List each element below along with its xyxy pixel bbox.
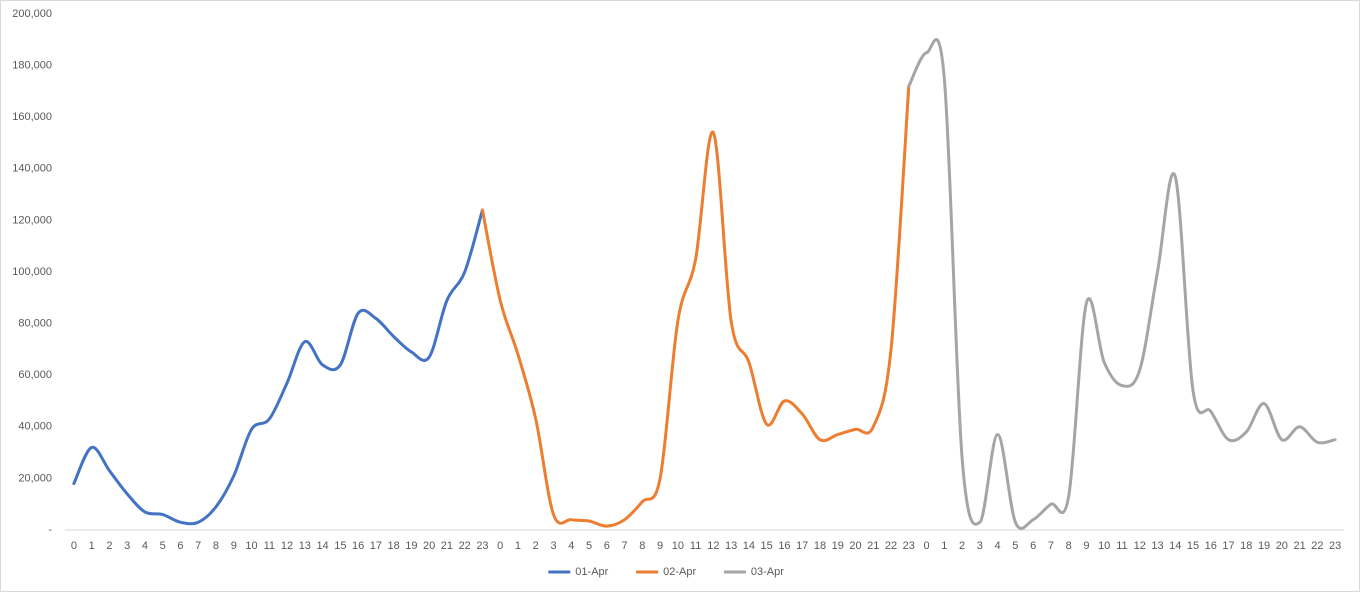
x-tick-label: 21 (1293, 540, 1305, 552)
x-tick-label: 0 (497, 540, 503, 552)
y-tick-label: 200,000 (12, 8, 52, 20)
x-tick-label: 19 (832, 540, 844, 552)
x-tick-label: 2 (533, 540, 539, 552)
x-tick-label: 23 (476, 540, 488, 552)
x-tick-label: 16 (778, 540, 790, 552)
x-tick-label: 19 (1258, 540, 1270, 552)
x-tick-label: 19 (405, 540, 417, 552)
x-tick-label: 18 (814, 540, 826, 552)
x-tick-label: 1 (941, 540, 947, 552)
x-tick-label: 20 (849, 540, 861, 552)
x-tick-label: 7 (195, 540, 201, 552)
x-tick-label: 4 (568, 540, 574, 552)
x-tick-label: 1 (89, 540, 95, 552)
x-tick-label: 7 (622, 540, 628, 552)
x-tick-label: 9 (1083, 540, 1089, 552)
x-tick-label: 5 (586, 540, 592, 552)
x-tick-label: 3 (124, 540, 130, 552)
series-line (907, 38, 1337, 530)
y-tick-label: 140,000 (12, 163, 52, 175)
x-tick-label: 11 (264, 540, 275, 552)
x-tick-label: 21 (441, 540, 453, 552)
x-tick-label: 21 (867, 540, 879, 552)
x-tick-label: 22 (1311, 540, 1323, 552)
series-line (480, 84, 911, 528)
y-tick-label: 180,000 (12, 60, 52, 72)
x-tick-label: 17 (370, 540, 382, 552)
x-tick-label: 11 (690, 540, 701, 552)
y-tick-label: 160,000 (12, 111, 52, 123)
x-tick-label: 5 (1012, 540, 1018, 552)
x-tick-label: 12 (1134, 540, 1146, 552)
x-tick-label: 14 (743, 540, 755, 552)
x-tick-label: 13 (725, 540, 737, 552)
x-tick-label: 2 (959, 540, 965, 552)
x-tick-label: 20 (1276, 540, 1288, 552)
x-tick-label: 6 (1030, 540, 1036, 552)
x-tick-label: 7 (1048, 540, 1054, 552)
x-tick-label: 11 (1116, 540, 1127, 552)
x-tick-label: 3 (550, 540, 556, 552)
x-tick-label: 4 (995, 540, 1001, 552)
y-tick-label: 80,000 (18, 318, 52, 330)
y-tick-label: 40,000 (18, 421, 52, 433)
x-tick-label: 14 (1169, 540, 1181, 552)
x-tick-label: 10 (672, 540, 684, 552)
x-tick-label: 18 (388, 540, 400, 552)
x-tick-label: 10 (1098, 540, 1110, 552)
x-tick-label: 5 (160, 540, 166, 552)
x-tick-label: 16 (1205, 540, 1217, 552)
x-tick-label: 23 (1329, 540, 1341, 552)
legend-label: 01-Apr (575, 566, 608, 578)
legend-label: 02-Apr (663, 566, 696, 578)
y-tick-label: - (48, 524, 52, 536)
x-tick-label: 17 (796, 540, 808, 552)
x-tick-label: 1 (515, 540, 521, 552)
legend-label: 03-Apr (751, 566, 784, 578)
x-tick-label: 23 (903, 540, 915, 552)
x-tick-label: 8 (213, 540, 219, 552)
x-tick-label: 10 (245, 540, 257, 552)
y-tick-label: 60,000 (18, 369, 52, 381)
x-tick-label: 13 (299, 540, 311, 552)
y-tick-label: 100,000 (12, 266, 52, 278)
x-tick-label: 18 (1240, 540, 1252, 552)
x-tick-label: 0 (923, 540, 929, 552)
y-tick-label: 20,000 (18, 472, 52, 484)
x-tick-label: 8 (639, 540, 645, 552)
x-tick-label: 15 (761, 540, 773, 552)
x-tick-label: 16 (352, 540, 364, 552)
x-tick-label: 15 (334, 540, 346, 552)
x-tick-label: 3 (977, 540, 983, 552)
x-tick-label: 12 (281, 540, 293, 552)
x-tick-label: 22 (459, 540, 471, 552)
x-tick-label: 17 (1222, 540, 1234, 552)
x-tick-label: 0 (71, 540, 77, 552)
x-tick-label: 15 (1187, 540, 1199, 552)
x-tick-label: 13 (1151, 540, 1163, 552)
x-tick-label: 6 (604, 540, 610, 552)
x-tick-label: 20 (423, 540, 435, 552)
x-tick-label: 9 (657, 540, 663, 552)
x-tick-label: 2 (106, 540, 112, 552)
x-tick-label: 6 (177, 540, 183, 552)
x-tick-label: 12 (707, 540, 719, 552)
x-tick-label: 14 (316, 540, 328, 552)
x-tick-label: 9 (231, 540, 237, 552)
series-line (72, 208, 484, 526)
x-tick-label: 8 (1066, 540, 1072, 552)
y-tick-label: 120,000 (12, 214, 52, 226)
x-tick-label: 4 (142, 540, 148, 552)
x-tick-label: 22 (885, 540, 897, 552)
